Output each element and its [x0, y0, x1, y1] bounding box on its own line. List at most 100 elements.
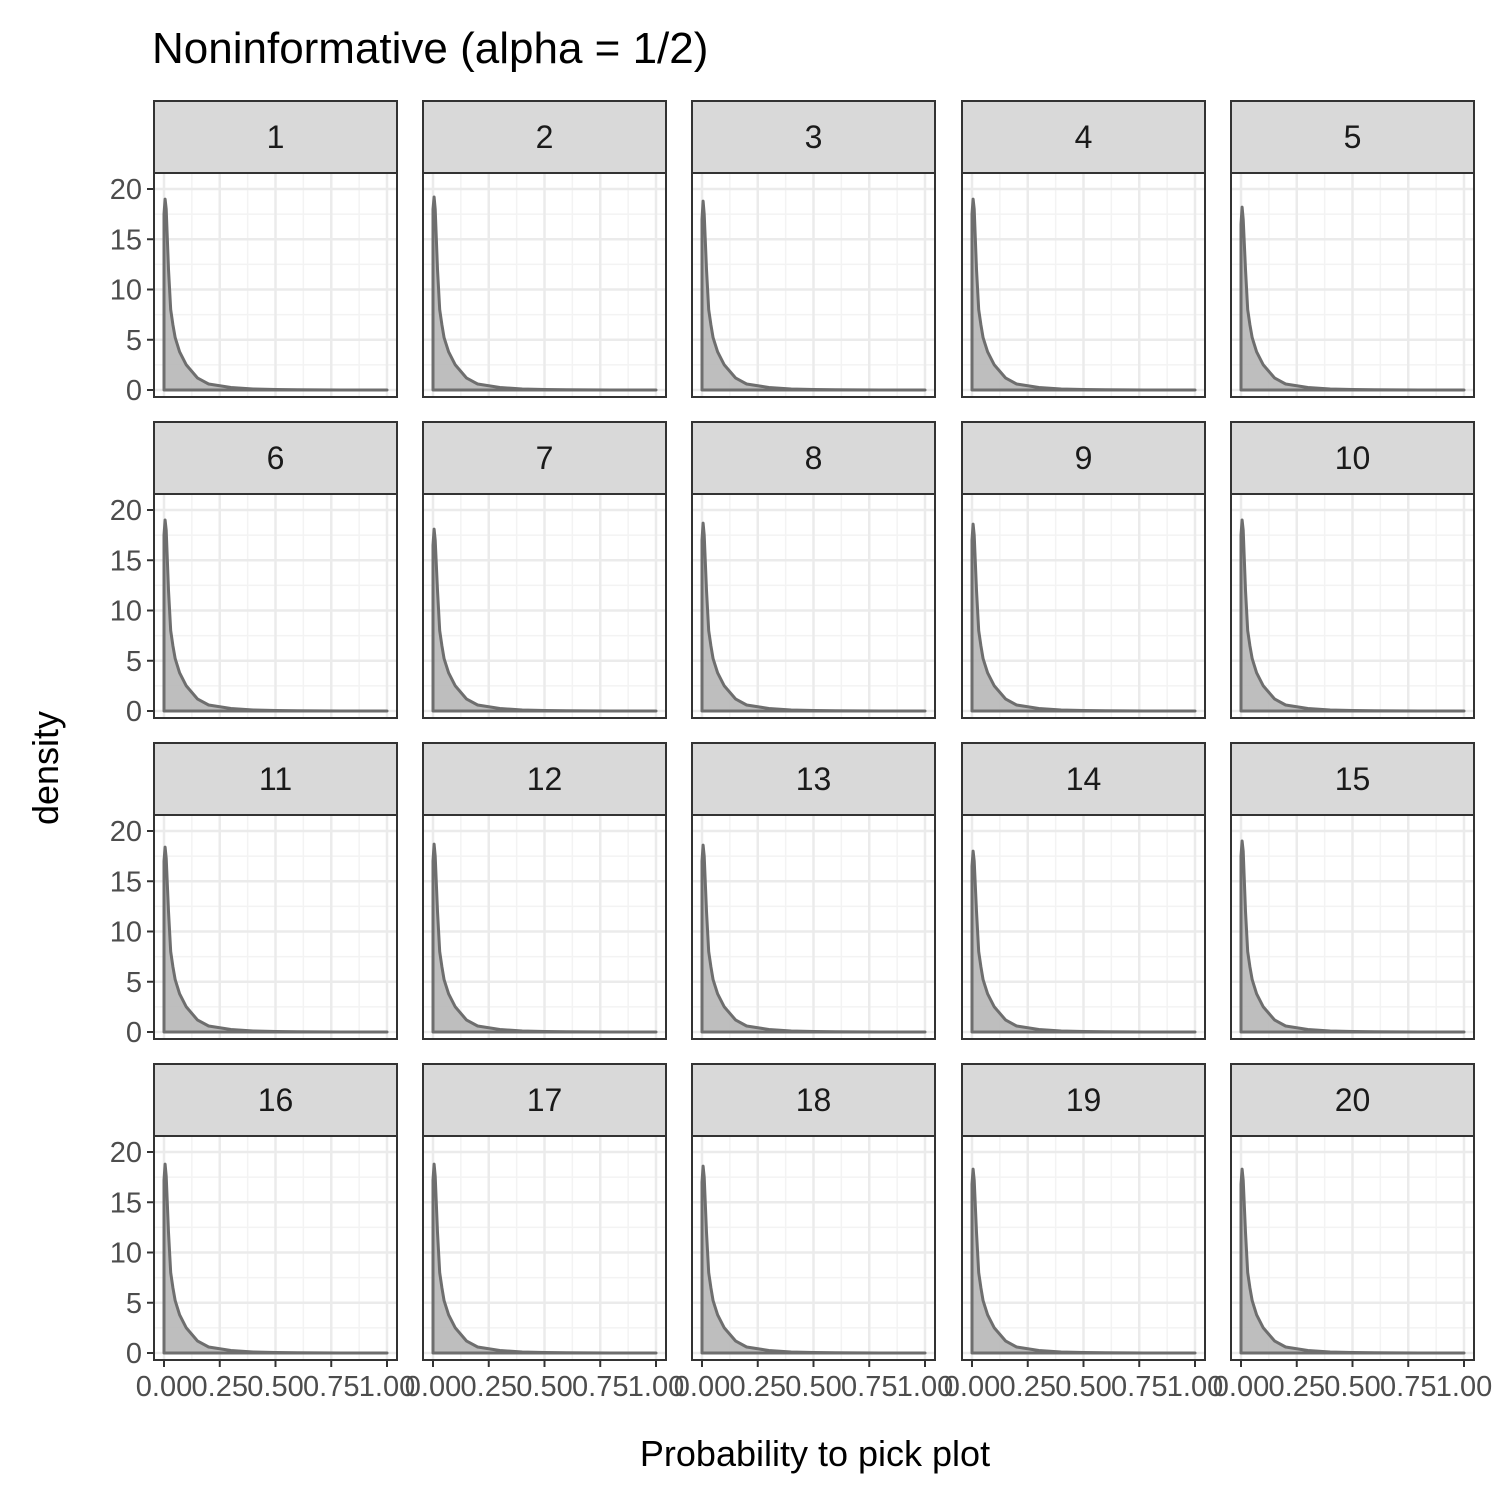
y-tick-label: 15 [110, 545, 142, 577]
x-tick-label: 0.00 [1213, 1371, 1269, 1403]
x-tick-label: 0.75 [1380, 1371, 1436, 1403]
facet-label: 11 [259, 761, 292, 797]
facet-panel: 5 [1230, 100, 1475, 398]
facet-panel: 15 [1230, 742, 1475, 1040]
panel-border [961, 493, 1206, 719]
facet-strip [153, 742, 398, 816]
x-tick-label: 0.50 [1324, 1371, 1380, 1403]
y-tick-label: 20 [110, 816, 142, 848]
density-area [1239, 839, 1466, 1034]
x-tick-label: 0.25 [192, 1371, 248, 1403]
density-area [431, 842, 658, 1034]
density-area [700, 199, 927, 392]
panel-border [691, 814, 936, 1040]
facet-strip [153, 100, 398, 174]
y-tick-label: 5 [126, 325, 142, 357]
facet-strip [961, 742, 1206, 816]
panel-border [961, 814, 1206, 1040]
facet-strip [961, 421, 1206, 495]
y-tick-label: 0 [126, 375, 142, 407]
density-area [431, 527, 658, 713]
density-area [1239, 205, 1466, 392]
facet-panel: 14 [961, 742, 1206, 1040]
facet-strip [1230, 1063, 1475, 1137]
panel-border [422, 814, 667, 1040]
x-tick-label: 1.00 [359, 1371, 415, 1403]
y-tick-label: 5 [126, 1288, 142, 1320]
x-tick-label: 0.75 [572, 1371, 628, 1403]
y-tick-label: 20 [110, 495, 142, 527]
x-tick-label: 0.50 [785, 1371, 841, 1403]
facet-label: 15 [1335, 761, 1371, 797]
x-tick-label: 0.00 [136, 1371, 192, 1403]
y-tick-label: 5 [126, 967, 142, 999]
facet-label: 16 [258, 1082, 294, 1118]
facet-label: 10 [1335, 440, 1371, 476]
panel-border [153, 493, 398, 719]
panel-border [153, 172, 398, 398]
facet-panel: 3 [691, 100, 936, 398]
facet-strip [1230, 421, 1475, 495]
panel-border [691, 172, 936, 398]
facet-label: 9 [1075, 440, 1093, 476]
facet-label: 5 [1344, 119, 1362, 155]
facet-strip [422, 100, 667, 174]
facet-label: 14 [1066, 761, 1102, 797]
facet-label: 18 [796, 1082, 832, 1118]
facet-strip [422, 1063, 667, 1137]
density-area [970, 849, 1197, 1034]
facet-strip [691, 421, 936, 495]
facet-strip [691, 1063, 936, 1137]
y-tick-label: 10 [110, 917, 142, 949]
facet-label: 13 [796, 761, 832, 797]
y-axis-title: density [25, 711, 66, 825]
panel-border [1230, 493, 1475, 719]
density-area [162, 845, 389, 1034]
panel-border [1230, 172, 1475, 398]
x-tick-label: 0.50 [247, 1371, 303, 1403]
y-tick-label: 15 [110, 224, 142, 256]
facet-panel: 13 [691, 742, 936, 1040]
facet-label: 1 [267, 119, 285, 155]
density-area [970, 197, 1197, 392]
y-tick-label: 15 [110, 866, 142, 898]
facet-label: 17 [527, 1082, 563, 1118]
y-tick-label: 20 [110, 1137, 142, 1169]
density-area [700, 1164, 927, 1355]
facet-label: 3 [805, 119, 823, 155]
facet-label: 8 [805, 440, 823, 476]
y-tick-label: 0 [126, 696, 142, 728]
density-area [700, 843, 927, 1034]
facet-label: 4 [1075, 119, 1093, 155]
x-tick-label: 0.75 [1111, 1371, 1167, 1403]
facet-label: 6 [267, 440, 285, 476]
y-tick-label: 10 [110, 1238, 142, 1270]
facet-panel: 20 0.00 0.25 0.50 0.75 1.00 [1213, 1063, 1492, 1403]
panel-border [153, 814, 398, 1040]
facet-panel: 11 0 5 10 15 20 [110, 742, 398, 1049]
facet-panel: 16 0 5 10 15 20 0.00 0.25 0.50 0.75 1.00 [110, 1063, 415, 1403]
x-tick-label: 0.50 [1055, 1371, 1111, 1403]
facet-panel: 8 [691, 421, 936, 719]
facet-strip [153, 421, 398, 495]
x-tick-label: 0.75 [841, 1371, 897, 1403]
density-area [431, 195, 658, 392]
density-area [162, 518, 389, 713]
chart-title: Noninformative (alpha = 1/2) [152, 24, 708, 73]
facet-panel: 7 [422, 421, 667, 719]
density-area [1239, 518, 1466, 713]
facet-panel: 17 0.00 0.25 0.50 0.75 1.00 [405, 1063, 684, 1403]
facet-label: 7 [536, 440, 554, 476]
x-tick-label: 0.00 [944, 1371, 1000, 1403]
y-tick-label: 15 [110, 1187, 142, 1219]
x-tick-label: 0.25 [1269, 1371, 1325, 1403]
panel-border [422, 493, 667, 719]
density-area [162, 1162, 389, 1355]
facet-label: 12 [527, 761, 563, 797]
x-tick-label: 0.00 [674, 1371, 730, 1403]
facet-panel: 12 [422, 742, 667, 1040]
facet-panel: 4 [961, 100, 1206, 398]
x-tick-label: 1.00 [628, 1371, 684, 1403]
